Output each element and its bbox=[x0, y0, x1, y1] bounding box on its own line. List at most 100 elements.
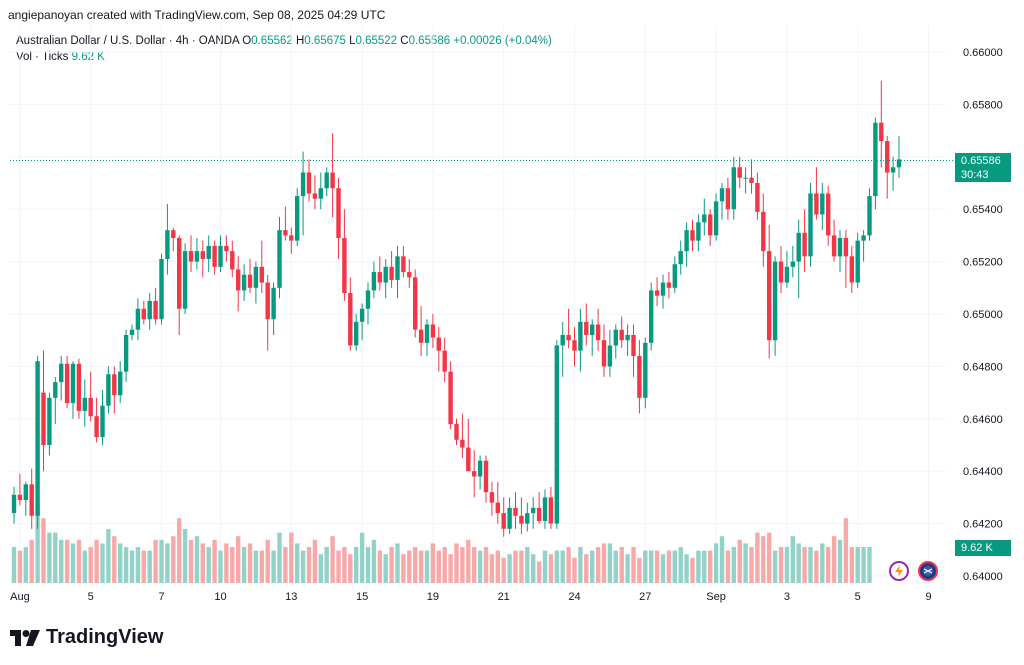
volume-bar bbox=[430, 543, 436, 583]
candle-body bbox=[135, 308, 141, 330]
candle-body bbox=[153, 300, 158, 320]
last-price-value: 0.65586 bbox=[961, 155, 1001, 167]
candle-body bbox=[430, 324, 436, 338]
candle-body bbox=[607, 345, 613, 367]
volume-bar bbox=[708, 550, 713, 583]
candle-body bbox=[507, 507, 512, 529]
x-tick-label: 15 bbox=[356, 591, 368, 603]
volume-label[interactable]: Vol · Ticks bbox=[16, 51, 69, 63]
volume-bar bbox=[413, 547, 418, 583]
candle-body bbox=[666, 282, 672, 288]
volume-bar bbox=[654, 550, 660, 583]
candle-body bbox=[442, 350, 447, 372]
volume-bar bbox=[767, 532, 772, 583]
volume-bar bbox=[507, 554, 512, 583]
volume-bar bbox=[47, 532, 52, 583]
candle-body bbox=[808, 193, 813, 257]
volume-bar bbox=[289, 532, 294, 583]
candle-body bbox=[165, 230, 170, 259]
volume-bar bbox=[601, 543, 607, 583]
candle-body bbox=[678, 251, 683, 265]
volume-bar bbox=[525, 547, 530, 583]
candle-body bbox=[141, 308, 146, 320]
volume-bar bbox=[365, 547, 371, 583]
volume-bar bbox=[483, 547, 489, 583]
candle-body bbox=[778, 261, 784, 283]
candle-body bbox=[790, 261, 795, 267]
volume-bar bbox=[837, 539, 843, 583]
candle-body bbox=[230, 251, 235, 270]
candle-body bbox=[855, 240, 860, 283]
volume-bar bbox=[472, 547, 477, 583]
volume-bar bbox=[177, 518, 182, 583]
candle-body bbox=[708, 214, 713, 236]
y-tick-label: 0.65000 bbox=[963, 309, 1003, 321]
volume-bar bbox=[389, 547, 394, 583]
volume-bar bbox=[354, 547, 359, 583]
candle-body bbox=[436, 337, 441, 351]
candle-body bbox=[743, 177, 748, 179]
x-tick-label: Aug bbox=[10, 591, 30, 603]
candle-body bbox=[796, 232, 801, 262]
volume-bar bbox=[218, 550, 223, 583]
volume-bar bbox=[259, 550, 264, 583]
candle-body bbox=[578, 321, 583, 351]
volume-bar bbox=[643, 550, 648, 583]
volume-bar bbox=[436, 550, 441, 583]
candle-body bbox=[212, 245, 217, 267]
candle-body bbox=[47, 397, 52, 445]
volume-bar bbox=[737, 539, 742, 583]
candle-body bbox=[873, 122, 878, 197]
volume-bar bbox=[826, 547, 831, 583]
candle-body bbox=[342, 238, 347, 294]
volume-bar bbox=[348, 554, 353, 583]
flag-icon[interactable] bbox=[918, 561, 938, 581]
volume-bar bbox=[359, 532, 365, 583]
candle-body bbox=[348, 293, 353, 346]
volume-bar bbox=[613, 550, 618, 583]
candle-body bbox=[188, 251, 194, 262]
candle-body bbox=[548, 497, 554, 524]
candle-body bbox=[713, 201, 719, 236]
volume-bar bbox=[200, 543, 205, 583]
candle-body bbox=[82, 397, 87, 411]
volume-bar bbox=[153, 539, 158, 583]
tradingview-brand[interactable]: TradingView bbox=[10, 626, 163, 649]
volume-bar bbox=[448, 554, 453, 583]
volume-bar bbox=[595, 547, 601, 583]
candle-body bbox=[725, 188, 731, 210]
candle-body bbox=[265, 282, 270, 320]
tradingview-logo-icon bbox=[10, 629, 40, 646]
volume-bar bbox=[831, 536, 837, 583]
volume-bar bbox=[725, 550, 731, 583]
candle-body bbox=[224, 245, 229, 252]
brand-name: TradingView bbox=[46, 626, 164, 648]
volume-bar bbox=[306, 547, 312, 583]
candle-body bbox=[413, 277, 418, 330]
volume-bar bbox=[861, 547, 866, 583]
volume-bar bbox=[820, 543, 825, 583]
volume-bar bbox=[277, 532, 282, 583]
volume-bar bbox=[129, 550, 135, 583]
volume-bar bbox=[336, 550, 341, 583]
volume-bar bbox=[418, 550, 424, 583]
candle-body bbox=[684, 230, 689, 252]
y-tick-label: 0.65400 bbox=[963, 204, 1003, 216]
symbol-description[interactable]: Australian Dollar / U.S. Dollar · 4h · O… bbox=[16, 35, 240, 47]
candle-body bbox=[619, 329, 624, 341]
volume-bar bbox=[590, 550, 595, 583]
volume-bar bbox=[796, 543, 801, 583]
volume-bar bbox=[118, 543, 123, 583]
volume-bar bbox=[212, 539, 217, 583]
candle-body bbox=[289, 235, 294, 241]
volume-bar bbox=[112, 536, 117, 583]
candle-body bbox=[218, 245, 223, 267]
candle-body bbox=[253, 266, 259, 288]
candle-body bbox=[477, 460, 483, 477]
candle-body bbox=[354, 321, 359, 346]
volume-bar bbox=[241, 547, 247, 583]
candle-body bbox=[831, 235, 837, 257]
flash-icon[interactable] bbox=[889, 561, 909, 581]
bar-countdown: 30:43 bbox=[961, 169, 989, 181]
